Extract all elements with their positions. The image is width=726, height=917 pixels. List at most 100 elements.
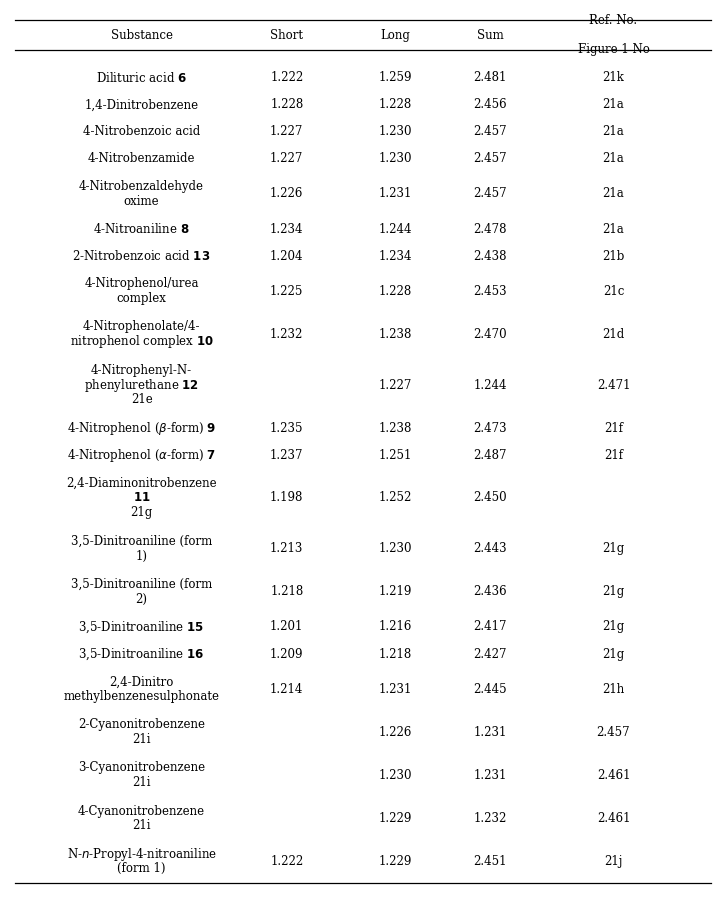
Text: 21j: 21j	[604, 855, 623, 868]
Text: 1.234: 1.234	[379, 249, 412, 262]
Text: 1.222: 1.222	[270, 855, 303, 868]
Text: 2-Cyanonitrobenzene: 2-Cyanonitrobenzene	[78, 718, 205, 732]
Text: 2.457: 2.457	[597, 725, 630, 739]
Text: 2.471: 2.471	[597, 379, 630, 392]
Text: 2.456: 2.456	[473, 98, 507, 111]
Text: 1.229: 1.229	[379, 855, 412, 868]
Text: 1.228: 1.228	[270, 98, 303, 111]
Text: 21g: 21g	[131, 506, 152, 519]
Text: 2.438: 2.438	[473, 249, 507, 262]
Text: Ref. No.: Ref. No.	[590, 14, 637, 28]
Text: 1.235: 1.235	[270, 422, 303, 435]
Text: 1.228: 1.228	[379, 284, 412, 298]
Text: 21i: 21i	[132, 776, 151, 790]
Text: 21g: 21g	[603, 542, 624, 556]
Text: 1.259: 1.259	[379, 72, 412, 84]
Text: 2.478: 2.478	[473, 223, 507, 236]
Text: 21d: 21d	[603, 327, 624, 341]
Text: 1.234: 1.234	[270, 223, 303, 236]
Text: 2,4-Diaminonitrobenzene: 2,4-Diaminonitrobenzene	[66, 477, 217, 490]
Text: 1.232: 1.232	[270, 327, 303, 341]
Text: 2.470: 2.470	[473, 327, 507, 341]
Text: 2.487: 2.487	[473, 448, 507, 461]
Text: 4-Nitroaniline $\mathbf{8}$: 4-Nitroaniline $\mathbf{8}$	[94, 222, 189, 236]
Text: 1.225: 1.225	[270, 284, 303, 298]
Text: 1.209: 1.209	[270, 647, 303, 660]
Text: 1.218: 1.218	[270, 585, 303, 599]
Text: 1.219: 1.219	[379, 585, 412, 599]
Text: 2.453: 2.453	[473, 284, 507, 298]
Text: 2.427: 2.427	[473, 647, 507, 660]
Text: 1.237: 1.237	[270, 448, 303, 461]
Text: Long: Long	[380, 28, 411, 42]
Text: 21g: 21g	[603, 621, 624, 634]
Text: 21g: 21g	[603, 585, 624, 599]
Text: 2.461: 2.461	[597, 768, 630, 782]
Text: 21f: 21f	[604, 422, 623, 435]
Text: 1.226: 1.226	[270, 187, 303, 201]
Text: 4-Nitrobenzoic acid: 4-Nitrobenzoic acid	[83, 126, 200, 138]
Text: 2.450: 2.450	[473, 492, 507, 504]
Text: 21f: 21f	[604, 448, 623, 461]
Text: (form 1): (form 1)	[118, 862, 166, 876]
Text: 1.244: 1.244	[473, 379, 507, 392]
Text: 3,5-Dinitroaniline (form: 3,5-Dinitroaniline (form	[71, 535, 212, 548]
Text: methylbenzenesulphonate: methylbenzenesulphonate	[64, 690, 219, 703]
Text: 1.213: 1.213	[270, 542, 303, 556]
Text: 2.473: 2.473	[473, 422, 507, 435]
Text: 21a: 21a	[603, 126, 624, 138]
Text: 4-Cyanonitrobenzene: 4-Cyanonitrobenzene	[78, 804, 205, 818]
Text: 1.228: 1.228	[379, 98, 412, 111]
Text: 1.232: 1.232	[473, 812, 507, 825]
Text: 21e: 21e	[131, 393, 152, 406]
Text: 1.198: 1.198	[270, 492, 303, 504]
Text: 3,5-Dinitroaniline $\mathbf{15}$: 3,5-Dinitroaniline $\mathbf{15}$	[78, 619, 205, 635]
Text: 1,4-Dinitrobenzene: 1,4-Dinitrobenzene	[84, 98, 199, 111]
Text: 21c: 21c	[603, 284, 624, 298]
Text: 2.436: 2.436	[473, 585, 507, 599]
Text: 1.218: 1.218	[379, 647, 412, 660]
Text: 1.230: 1.230	[379, 126, 412, 138]
Text: 1.238: 1.238	[379, 422, 412, 435]
Text: Dilituric acid $\mathbf{6}$: Dilituric acid $\mathbf{6}$	[96, 71, 187, 84]
Text: 21b: 21b	[603, 249, 624, 262]
Text: 1.231: 1.231	[379, 187, 412, 201]
Text: Substance: Substance	[110, 28, 173, 42]
Text: 1.231: 1.231	[473, 725, 507, 739]
Text: 2.457: 2.457	[473, 187, 507, 201]
Text: phenylurethane $\mathbf{12}$: phenylurethane $\mathbf{12}$	[84, 377, 199, 393]
Text: Figure 1 No: Figure 1 No	[577, 43, 650, 57]
Text: N-$n$-Propyl-4-nitroaniline: N-$n$-Propyl-4-nitroaniline	[67, 845, 216, 863]
Text: Short: Short	[270, 28, 303, 42]
Text: 2.457: 2.457	[473, 152, 507, 165]
Text: 1.252: 1.252	[379, 492, 412, 504]
Text: 3,5-Dinitroaniline $\mathbf{16}$: 3,5-Dinitroaniline $\mathbf{16}$	[78, 646, 205, 662]
Text: 2.445: 2.445	[473, 682, 507, 696]
Text: 1.201: 1.201	[270, 621, 303, 634]
Text: 21i: 21i	[132, 733, 151, 746]
Text: 4-Nitrophenolate/4-: 4-Nitrophenolate/4-	[83, 320, 200, 334]
Text: 1.231: 1.231	[473, 768, 507, 782]
Text: 21k: 21k	[603, 72, 624, 84]
Text: 1.227: 1.227	[379, 379, 412, 392]
Text: 1.231: 1.231	[379, 682, 412, 696]
Text: 1.222: 1.222	[270, 72, 303, 84]
Text: 21a: 21a	[603, 152, 624, 165]
Text: 2): 2)	[136, 592, 147, 606]
Text: 4-Nitrobenzamide: 4-Nitrobenzamide	[88, 152, 195, 165]
Text: 1.214: 1.214	[270, 682, 303, 696]
Text: 2,4-Dinitro: 2,4-Dinitro	[110, 675, 174, 689]
Text: 21g: 21g	[603, 647, 624, 660]
Text: 1.230: 1.230	[379, 542, 412, 556]
Text: 2.443: 2.443	[473, 542, 507, 556]
Text: 2.481: 2.481	[473, 72, 507, 84]
Text: 4-Nitrophenol/urea: 4-Nitrophenol/urea	[84, 277, 199, 291]
Text: complex: complex	[117, 292, 166, 305]
Text: 21a: 21a	[603, 98, 624, 111]
Text: 1.251: 1.251	[379, 448, 412, 461]
Text: 2.457: 2.457	[473, 126, 507, 138]
Text: 1.226: 1.226	[379, 725, 412, 739]
Text: 1.227: 1.227	[270, 152, 303, 165]
Text: Sum: Sum	[477, 28, 503, 42]
Text: 4-Nitrophenyl-N-: 4-Nitrophenyl-N-	[91, 364, 192, 377]
